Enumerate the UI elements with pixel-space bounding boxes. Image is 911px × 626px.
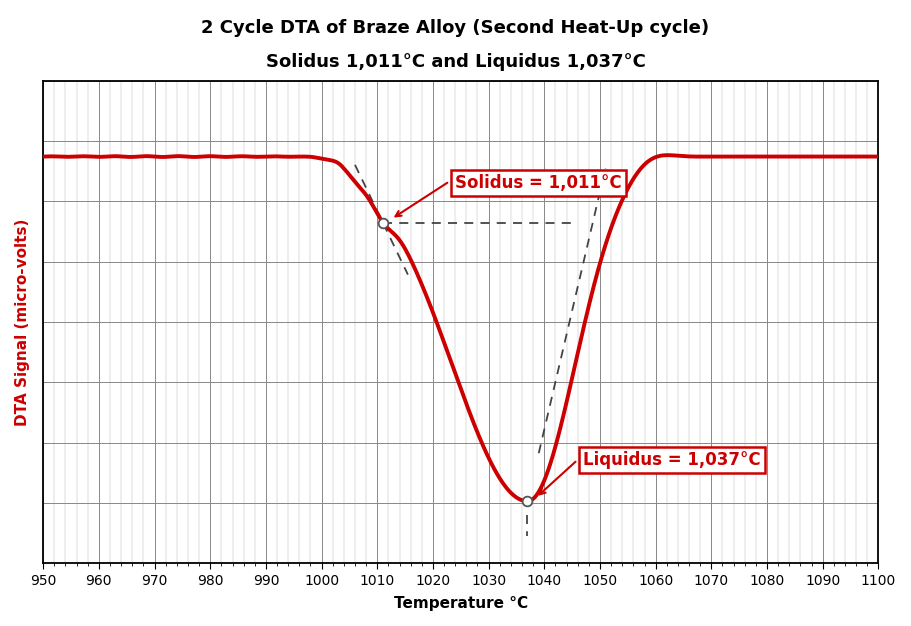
X-axis label: Temperature °C: Temperature °C bbox=[394, 596, 527, 611]
Text: Liquidus = 1,037°C: Liquidus = 1,037°C bbox=[583, 451, 761, 469]
Text: 2 Cycle DTA of Braze Alloy (Second Heat-Up cycle): 2 Cycle DTA of Braze Alloy (Second Heat-… bbox=[201, 19, 710, 37]
Text: Solidus 1,011°C and Liquidus 1,037°C: Solidus 1,011°C and Liquidus 1,037°C bbox=[266, 53, 645, 71]
Y-axis label: DTA Signal (micro-volts): DTA Signal (micro-volts) bbox=[15, 218, 30, 426]
Text: Solidus = 1,011°C: Solidus = 1,011°C bbox=[456, 174, 622, 192]
